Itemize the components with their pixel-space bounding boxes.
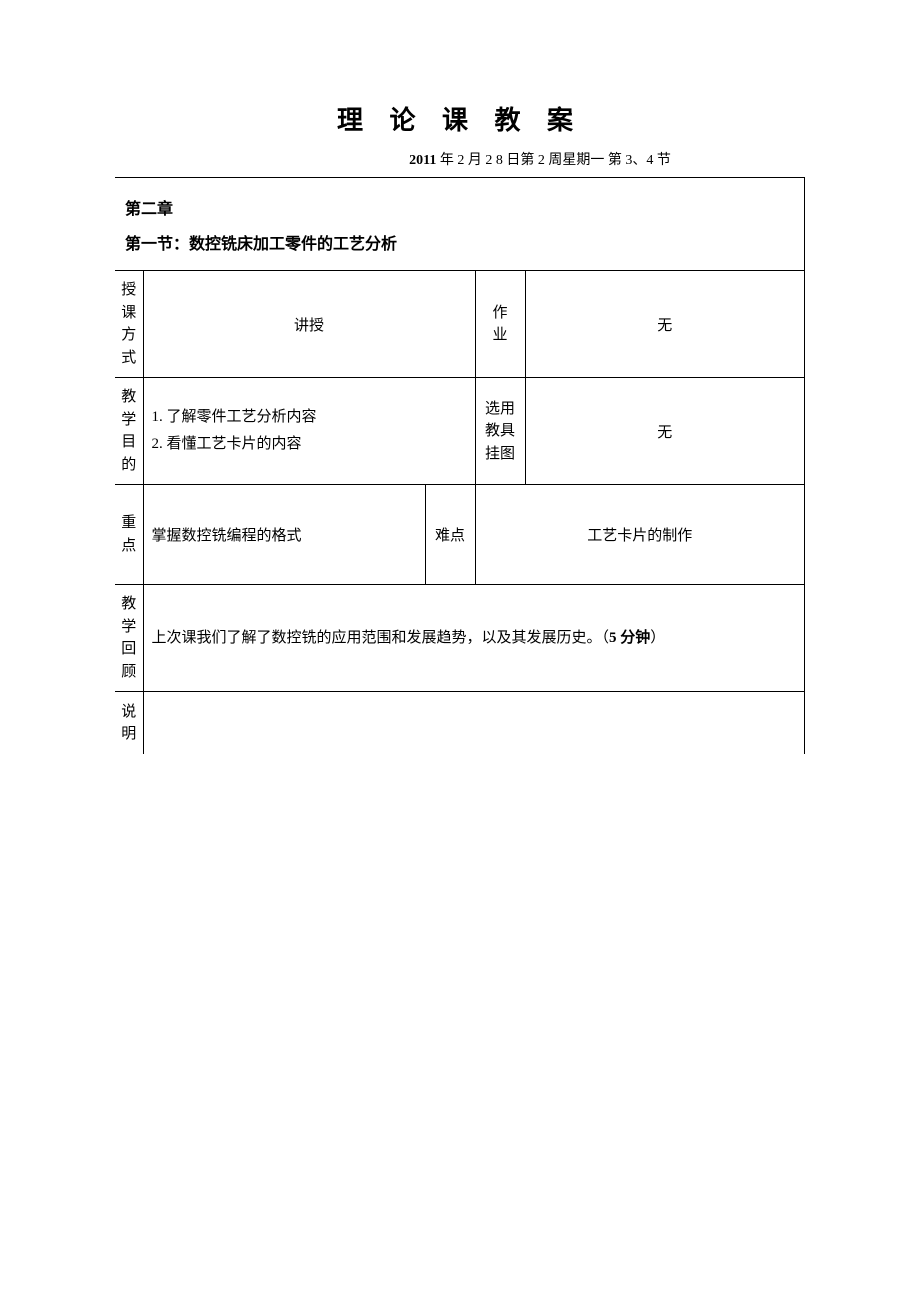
table-row-header: 第二章 第一节：数控铣床加工零件的工艺分析 bbox=[115, 178, 805, 271]
page-title: 理 论 课 教 案 bbox=[115, 100, 805, 137]
label-goals: 教学目的 bbox=[115, 378, 143, 485]
value-note bbox=[143, 692, 805, 754]
label-homework: 作业 bbox=[475, 271, 525, 378]
table-row-goals: 教学目的 1. 了解零件工艺分析内容 2. 看懂工艺卡片的内容 选用教具挂图 无 bbox=[115, 378, 805, 485]
table-row-method: 授课方式 讲授 作业 无 bbox=[115, 271, 805, 378]
section-title: 第一节：数控铣床加工零件的工艺分析 bbox=[125, 227, 794, 262]
review-text-2: ） bbox=[650, 630, 665, 646]
value-focus: 掌握数控铣编程的格式 bbox=[143, 485, 425, 585]
value-aids: 无 bbox=[525, 378, 805, 485]
goal-line-1: 1. 了解零件工艺分析内容 bbox=[152, 404, 469, 431]
table-row-review: 教学回顾 上次课我们了解了数控铣的应用范围和发展趋势，以及其发展历史。（5 分钟… bbox=[115, 585, 805, 692]
label-review: 教学回顾 bbox=[115, 585, 143, 692]
label-difficulty: 难点 bbox=[425, 485, 475, 585]
date-year: 2011 bbox=[409, 153, 436, 168]
date-rest: 年 2 月 2 8 日第 2 周星期一 第 3、4 节 bbox=[436, 153, 671, 168]
value-goals: 1. 了解零件工艺分析内容 2. 看懂工艺卡片的内容 bbox=[143, 378, 475, 485]
chapter-title: 第二章 bbox=[125, 192, 794, 227]
table-row-note: 说明 bbox=[115, 692, 805, 754]
label-aids: 选用教具挂图 bbox=[475, 378, 525, 485]
value-difficulty: 工艺卡片的制作 bbox=[475, 485, 805, 585]
date-line: 2011 年 2 月 2 8 日第 2 周星期一 第 3、4 节 bbox=[115, 149, 805, 169]
value-method: 讲授 bbox=[143, 271, 475, 378]
goal-line-2: 2. 看懂工艺卡片的内容 bbox=[152, 431, 469, 458]
review-text-1: 上次课我们了解了数控铣的应用范围和发展趋势，以及其发展历史。（ bbox=[152, 630, 610, 646]
header-cell: 第二章 第一节：数控铣床加工零件的工艺分析 bbox=[115, 178, 805, 271]
lesson-plan-table: 第二章 第一节：数控铣床加工零件的工艺分析 授课方式 讲授 作业 无 教学目的 … bbox=[115, 177, 805, 754]
value-homework: 无 bbox=[525, 271, 805, 378]
label-method: 授课方式 bbox=[115, 271, 143, 378]
label-note: 说明 bbox=[115, 692, 143, 754]
review-bold: 5 分钟 bbox=[609, 630, 650, 646]
table-row-focus: 重点 掌握数控铣编程的格式 难点 工艺卡片的制作 bbox=[115, 485, 805, 585]
value-review: 上次课我们了解了数控铣的应用范围和发展趋势，以及其发展历史。（5 分钟） bbox=[143, 585, 805, 692]
label-focus: 重点 bbox=[115, 485, 143, 585]
